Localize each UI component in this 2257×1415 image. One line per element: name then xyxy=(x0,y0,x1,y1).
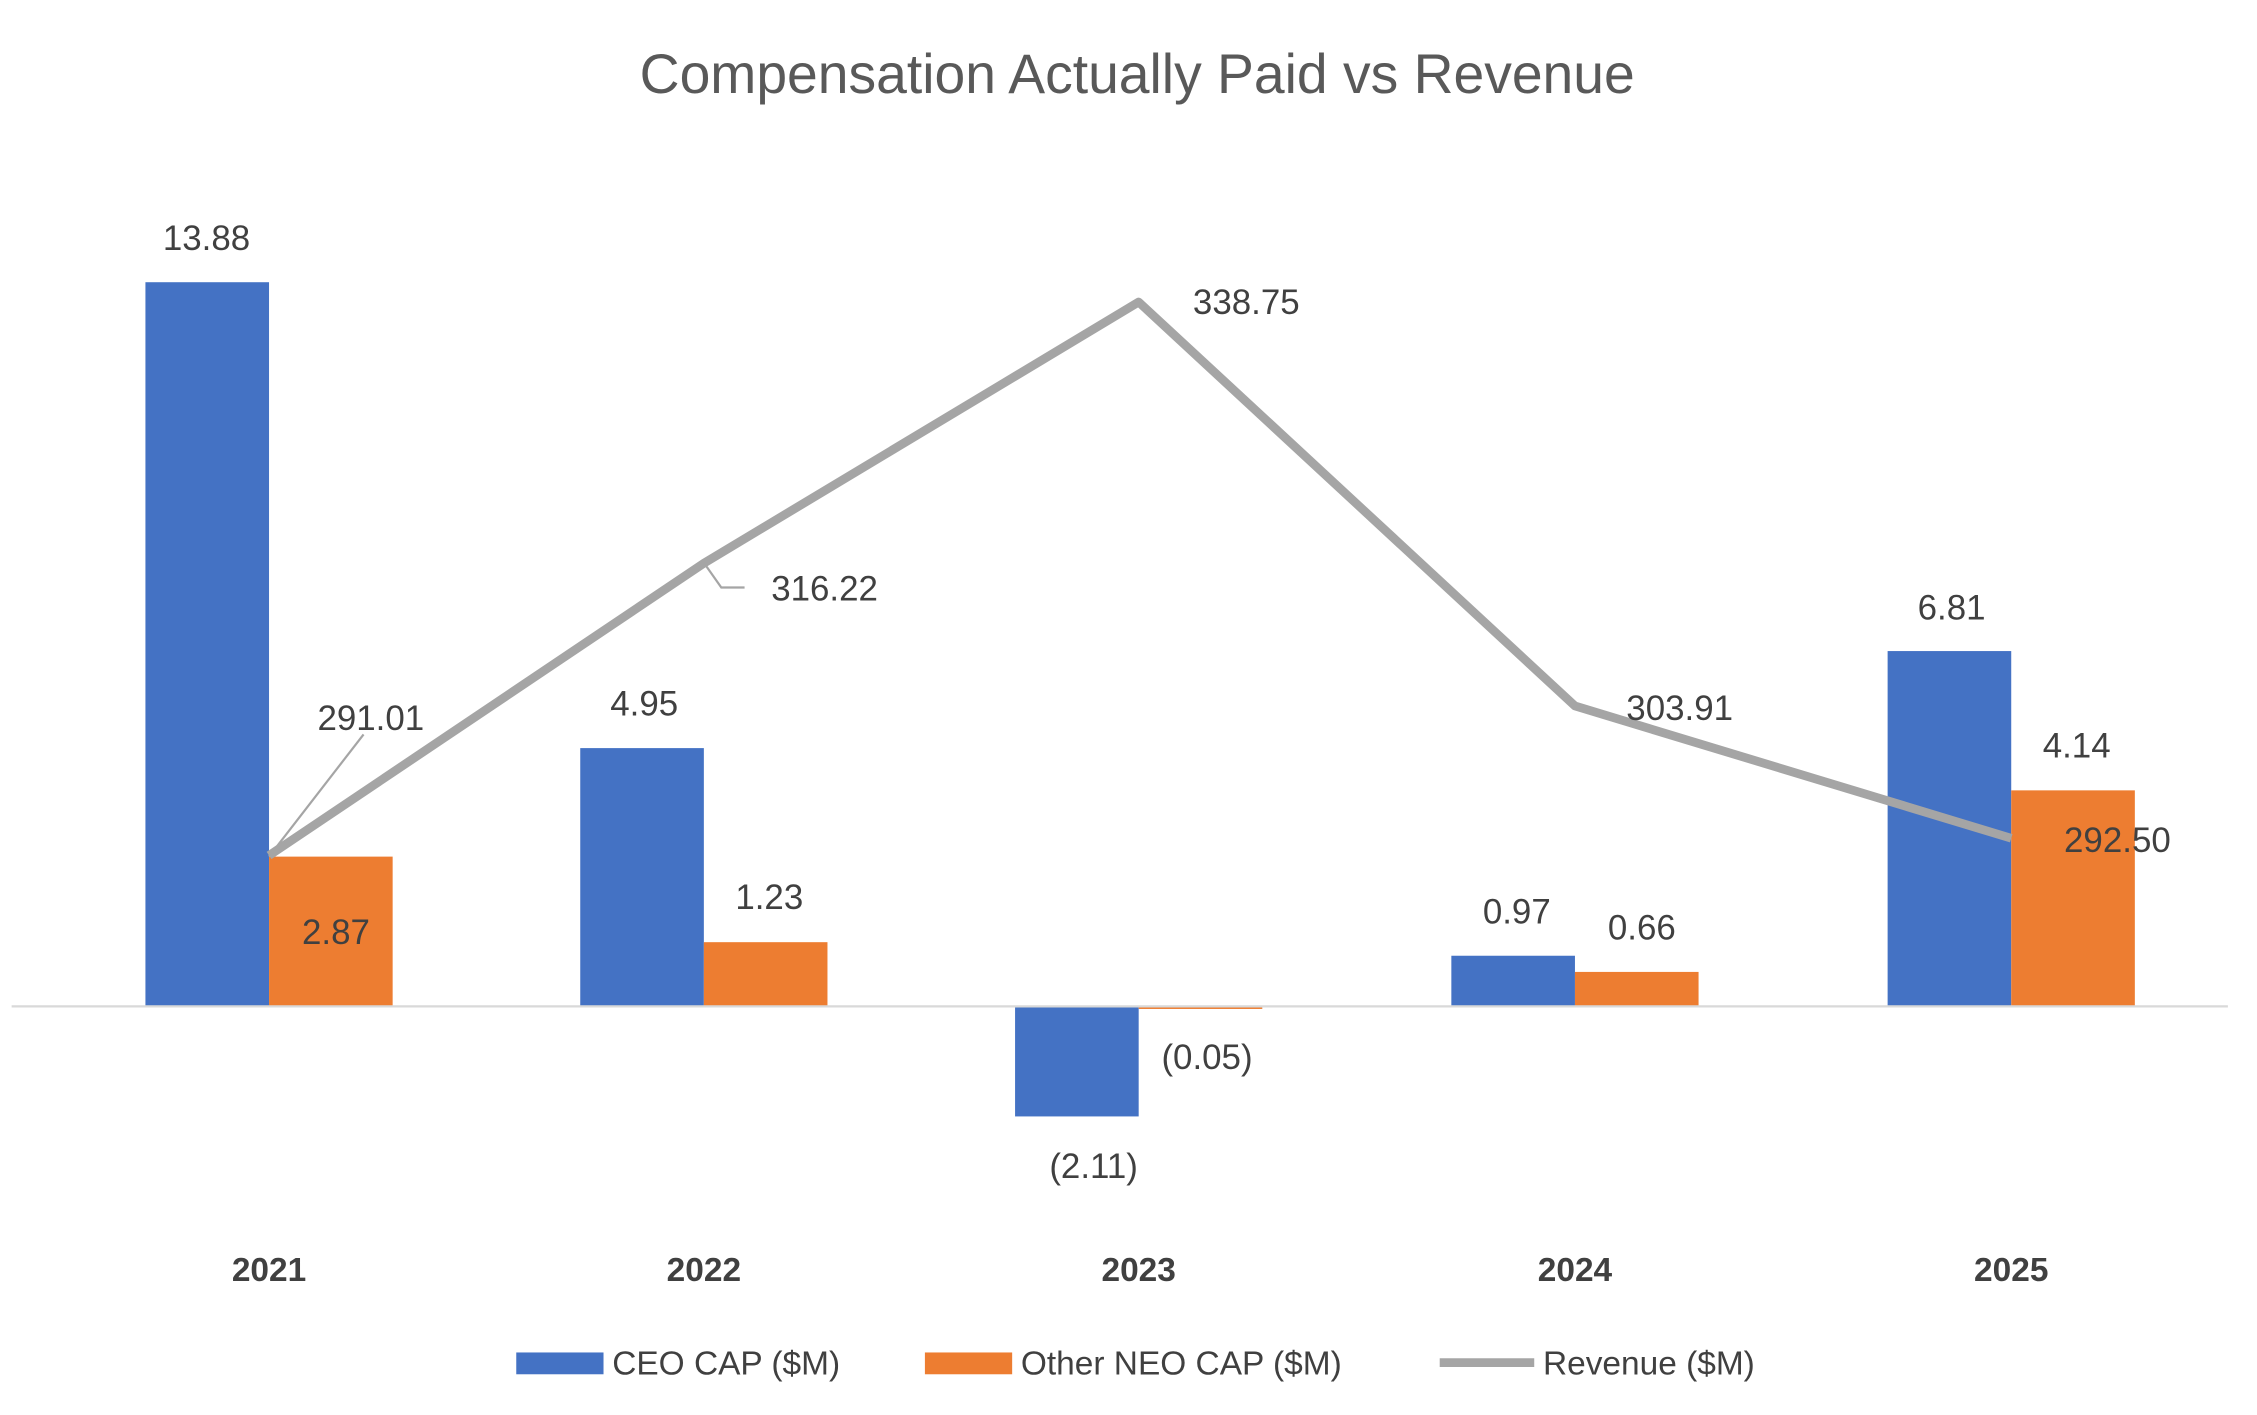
x-tick-label-2025: 2025 xyxy=(1974,1252,2048,1289)
data-label-ceo-2021: 13.88 xyxy=(163,219,250,258)
bars xyxy=(145,282,2135,1117)
bar-neo-2025 xyxy=(2011,790,2135,1007)
x-tick-label-2021: 2021 xyxy=(232,1252,306,1289)
bar-neo-2023 xyxy=(1138,1006,1263,1009)
bar-ceo-2021 xyxy=(145,282,270,1007)
bar-neo-2021 xyxy=(269,856,393,1007)
data-labels: 13.88 4.95 (2.11) 0.97 6.81 2.87 1.23 (0.05) 0.6… xyxy=(163,219,2171,1186)
data-label-revenue-2021: 291.01 xyxy=(317,699,424,738)
revenue-line-group xyxy=(266,297,2013,860)
data-label-revenue-2025: 292.50 xyxy=(2064,821,2171,860)
legend: CEO CAP ($M) Other NEO CAP ($M) Revenue … xyxy=(516,1345,1755,1382)
bar-ceo-2022 xyxy=(580,748,704,1007)
data-label-revenue-2023: 338.75 xyxy=(1193,283,1300,322)
data-label-revenue-2024: 303.91 xyxy=(1626,689,1733,728)
x-tick-labels: 2021 2022 2023 2024 2025 xyxy=(232,1252,2049,1289)
x-tick-label-2024: 2024 xyxy=(1538,1252,1613,1289)
legend-label-neo: Other NEO CAP ($M) xyxy=(1021,1345,1342,1382)
data-label-neo-2025: 4.14 xyxy=(2043,727,2111,766)
legend-label-ceo: CEO CAP ($M) xyxy=(612,1345,840,1382)
bar-neo-2024 xyxy=(1574,971,1699,1007)
bar-ceo-2024 xyxy=(1451,955,1575,1007)
x-tick-label-2023: 2023 xyxy=(1101,1252,1175,1289)
legend-swatch-neo xyxy=(924,1352,1013,1375)
bar-ceo-2023 xyxy=(1015,1006,1139,1117)
data-label-neo-2022: 1.23 xyxy=(735,878,803,917)
data-label-neo-2023: (0.05) xyxy=(1161,1038,1252,1077)
x-tick-label-2022: 2022 xyxy=(667,1252,741,1289)
data-label-ceo-2024: 0.97 xyxy=(1483,892,1551,931)
chart-title: Compensation Actually Paid vs Revenue xyxy=(640,43,1635,105)
legend-label-revenue: Revenue ($M) xyxy=(1543,1345,1755,1382)
revenue-line xyxy=(266,297,2013,860)
data-label-ceo-2022: 4.95 xyxy=(610,684,678,723)
leader-line-2022 xyxy=(702,562,745,589)
data-label-neo-2024: 0.66 xyxy=(1608,908,1676,947)
bar-neo-2022 xyxy=(703,942,828,1007)
leader-line-2021 xyxy=(268,733,365,858)
data-label-ceo-2023: (2.11) xyxy=(1049,1147,1138,1186)
data-label-neo-2021: 2.87 xyxy=(302,913,370,952)
data-label-ceo-2025: 6.81 xyxy=(1918,589,1986,628)
data-label-revenue-2022: 316.22 xyxy=(771,570,878,609)
legend-swatch-ceo xyxy=(516,1352,604,1375)
